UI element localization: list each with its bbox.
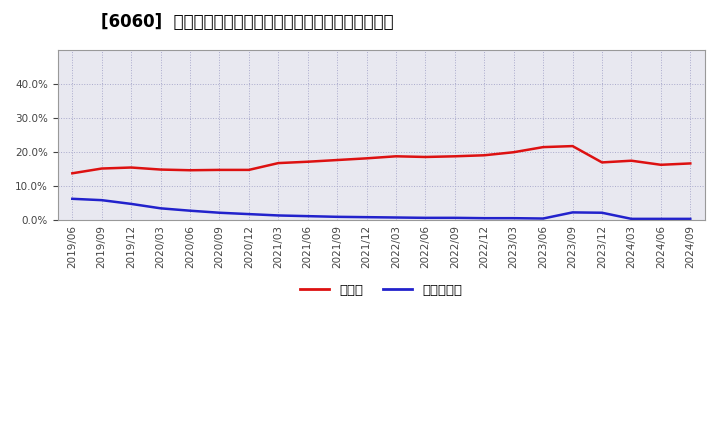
現預金 <box>274 161 283 166</box>
有利子負債 <box>657 216 665 221</box>
有利子負債 <box>215 210 224 216</box>
現預金 <box>451 154 459 159</box>
有利子負債 <box>480 216 489 221</box>
有利子負債 <box>598 210 606 216</box>
現預金 <box>68 171 76 176</box>
現預金 <box>156 167 165 172</box>
有利子負債 <box>68 196 76 202</box>
現預金 <box>303 159 312 165</box>
現預金 <box>127 165 135 170</box>
有利子負債 <box>627 216 636 221</box>
Text: [6060]  現預金、有利子負債の総資産に対する比率の推移: [6060] 現預金、有利子負債の総資産に対する比率の推移 <box>101 13 393 31</box>
現預金 <box>568 143 577 149</box>
現預金 <box>97 166 106 171</box>
Legend: 現預金, 有利子負債: 現預金, 有利子負債 <box>294 279 468 302</box>
有利子負債 <box>421 215 430 220</box>
Line: 有利子負債: 有利子負債 <box>72 199 690 219</box>
有利子負債 <box>686 216 695 221</box>
有利子負債 <box>362 215 371 220</box>
現預金 <box>215 167 224 172</box>
有利子負債 <box>333 214 341 220</box>
現預金 <box>480 153 489 158</box>
有利子負債 <box>97 198 106 203</box>
有利子負債 <box>274 213 283 218</box>
現預金 <box>392 154 400 159</box>
有利子負債 <box>303 213 312 219</box>
有利子負債 <box>127 201 135 206</box>
有利子負債 <box>156 205 165 211</box>
Line: 現預金: 現預金 <box>72 146 690 173</box>
有利子負債 <box>186 208 194 213</box>
現預金 <box>627 158 636 163</box>
現預金 <box>421 154 430 160</box>
現預金 <box>186 168 194 173</box>
有利子負債 <box>245 212 253 217</box>
現預金 <box>362 156 371 161</box>
現預金 <box>686 161 695 166</box>
有利子負債 <box>451 215 459 220</box>
現預金 <box>539 144 547 150</box>
有利子負債 <box>539 216 547 221</box>
有利子負債 <box>568 210 577 215</box>
有利子負債 <box>392 215 400 220</box>
現預金 <box>333 158 341 163</box>
現預金 <box>510 150 518 155</box>
有利子負債 <box>510 216 518 221</box>
現預金 <box>245 167 253 172</box>
現預金 <box>598 160 606 165</box>
現預金 <box>657 162 665 168</box>
